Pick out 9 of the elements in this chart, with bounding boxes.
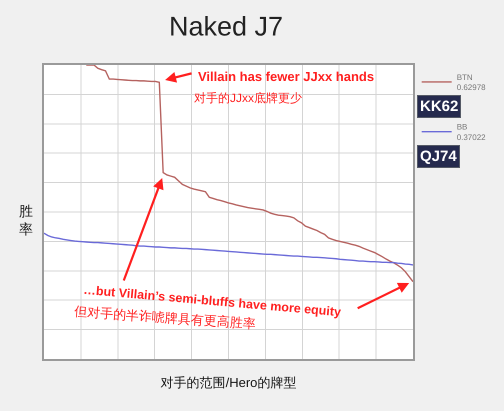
text: QJ74 [420,148,458,165]
legend-label: BTN 0.62978 [456,72,486,92]
x-axis-title: 对手的范围/Hero的牌型 [160,374,296,390]
annotation: 对手的JJxx底牌更少 [194,91,302,105]
text: KK62 [420,98,458,115]
legend-label: BB 0.37022 [456,122,486,142]
annotation: Villain has fewer JJxx hands [198,69,374,84]
y-axis-title: 胜率 [19,203,33,238]
chart-title: Naked J7 [168,11,284,42]
